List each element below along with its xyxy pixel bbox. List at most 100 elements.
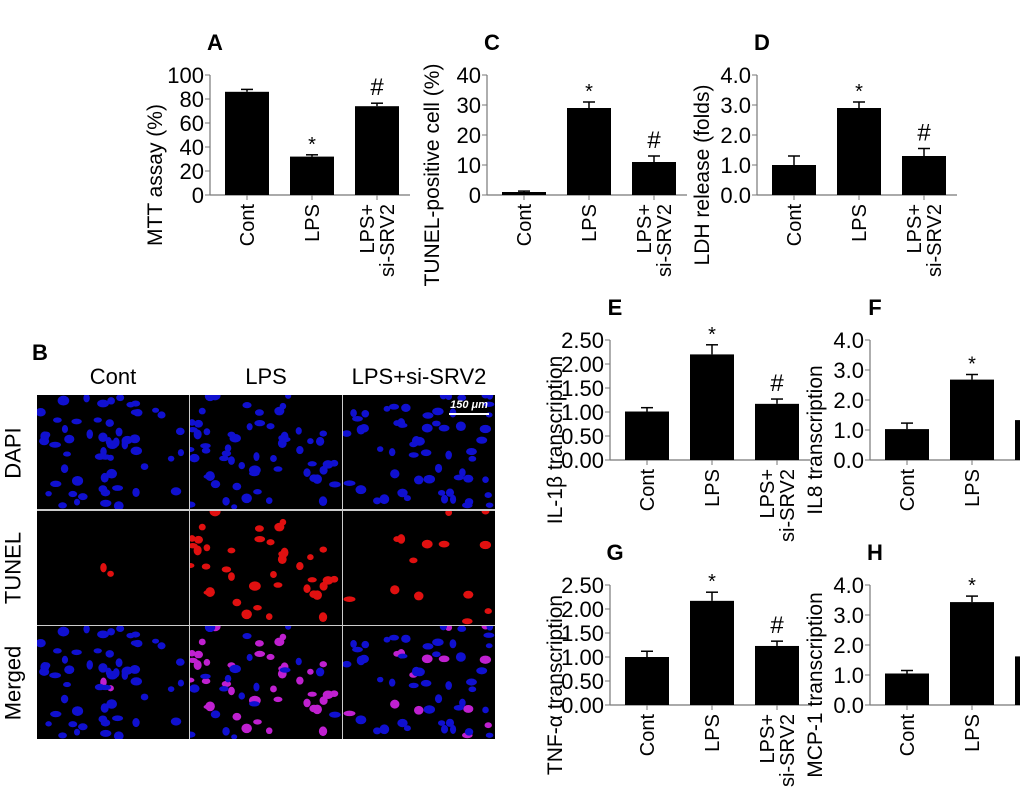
nucleus: [201, 447, 211, 454]
nucleus: [121, 439, 129, 450]
nucleus: [330, 690, 339, 697]
nucleus: [343, 660, 352, 668]
nucleus: [388, 634, 400, 641]
y-tick-label: 80: [180, 87, 204, 112]
nucleus: [229, 434, 241, 443]
y-tick-label: 0.0: [720, 183, 751, 208]
significance-marker: *: [708, 324, 716, 346]
nucleus: [37, 408, 46, 417]
tunel-positive-nucleus: [266, 539, 275, 546]
y-axis-label: IL-1β transcription: [544, 356, 567, 524]
nucleus: [50, 710, 62, 718]
y-tick-label: 0.50: [561, 669, 604, 694]
nucleus: [307, 691, 317, 697]
nucleus: [254, 650, 266, 658]
y-tick-label: 1.0: [833, 663, 864, 688]
nucleus: [484, 492, 492, 499]
y-tick-label: 1.0: [833, 418, 864, 443]
nucleus: [238, 461, 246, 470]
bar: [355, 106, 399, 195]
nucleus: [434, 694, 443, 704]
nucleus: [58, 502, 67, 509]
tunel-positive-nucleus: [319, 546, 327, 553]
significance-marker: #: [770, 370, 784, 397]
bar: [690, 354, 734, 460]
tunel-positive-nucleus: [421, 539, 433, 549]
x-tick-label: Cont: [637, 714, 659, 757]
tunel-positive-nucleus: [194, 535, 204, 544]
nucleus: [210, 480, 221, 489]
nucleus: [270, 455, 277, 462]
nucleus: [296, 676, 304, 685]
nucleus: [414, 705, 424, 715]
nucleus: [359, 654, 369, 664]
nucleus: [434, 463, 443, 473]
bar: [950, 602, 994, 705]
nucleus: [449, 724, 457, 734]
significance-marker: #: [647, 127, 661, 154]
nucleus: [53, 648, 62, 654]
significance-marker: *: [308, 134, 316, 156]
nucleus: [279, 667, 291, 673]
nucleus: [422, 643, 434, 650]
scale-bar: 150 μm: [449, 399, 489, 415]
chart-svg: C TUNEL-positive cell (%) 0 10 20 30 40 Cont * LP…: [421, 30, 687, 286]
bar: [902, 156, 946, 195]
tunel-positive-nucleus: [190, 543, 198, 549]
nucleus: [329, 481, 341, 488]
x-tick-label: LPS: [962, 469, 984, 507]
x-tick-label: LPS: [702, 714, 724, 752]
nucleus: [190, 453, 200, 463]
micrograph: [343, 395, 495, 509]
nucleus: [106, 671, 118, 680]
nucleus: [439, 395, 447, 400]
bar: [885, 673, 929, 705]
nucleus: [100, 489, 111, 497]
nucleus: [121, 670, 129, 680]
y-tick-label: 60: [180, 111, 204, 136]
nucleus: [231, 504, 238, 509]
nucleus: [253, 452, 260, 462]
nucleus: [73, 498, 81, 506]
merged-image-lps-si-srv2: [343, 626, 495, 739]
bar: [567, 108, 611, 195]
chart-g-tnfa: G TNF-α transcription 0.00 0.50 1.00 1.50 2.00…: [544, 540, 820, 800]
nucleus: [58, 732, 67, 739]
bar: [755, 403, 799, 460]
nucleus: [420, 679, 432, 687]
nucleus: [479, 655, 492, 664]
chart-title: H: [867, 540, 883, 565]
x-tick-label: LPS+si-SRV2: [757, 469, 799, 542]
nucleus: [361, 410, 370, 418]
micrograph: [190, 626, 341, 739]
nucleus: [423, 474, 436, 484]
nucleus: [411, 436, 421, 446]
y-axis-label: MCP-1 transcription: [804, 592, 827, 778]
nucleus: [295, 427, 302, 435]
y-tick-label: 0.00: [561, 448, 604, 473]
y-tick-label: 40: [180, 135, 204, 160]
bar: [950, 379, 994, 460]
nucleus: [99, 684, 112, 691]
chart-h-mcp1: H MCP-1 transcription 0.0 1.0 2.0 3.0 4.0 Cont *…: [804, 540, 1020, 800]
nucleus: [194, 650, 204, 659]
nucleus: [112, 485, 124, 491]
tunel-positive-nucleus: [198, 523, 206, 531]
nucleus: [126, 401, 135, 408]
nucleus: [319, 465, 328, 475]
y-tick-label: 100: [167, 63, 204, 88]
nucleus: [285, 626, 292, 630]
nucleus: [274, 637, 285, 647]
nucleus: [330, 459, 339, 467]
significance-marker: #: [370, 74, 384, 101]
nucleus: [265, 727, 273, 735]
nucleus: [116, 395, 125, 402]
nucleus: [115, 658, 123, 668]
row-header-tunel: TUNEL: [0, 531, 26, 605]
y-tick-label: 1.0: [720, 153, 751, 178]
nucleus: [106, 699, 118, 709]
nucleus: [307, 668, 314, 675]
y-tick-label: 30: [457, 93, 481, 118]
y-tick-label: 0.0: [833, 448, 864, 473]
